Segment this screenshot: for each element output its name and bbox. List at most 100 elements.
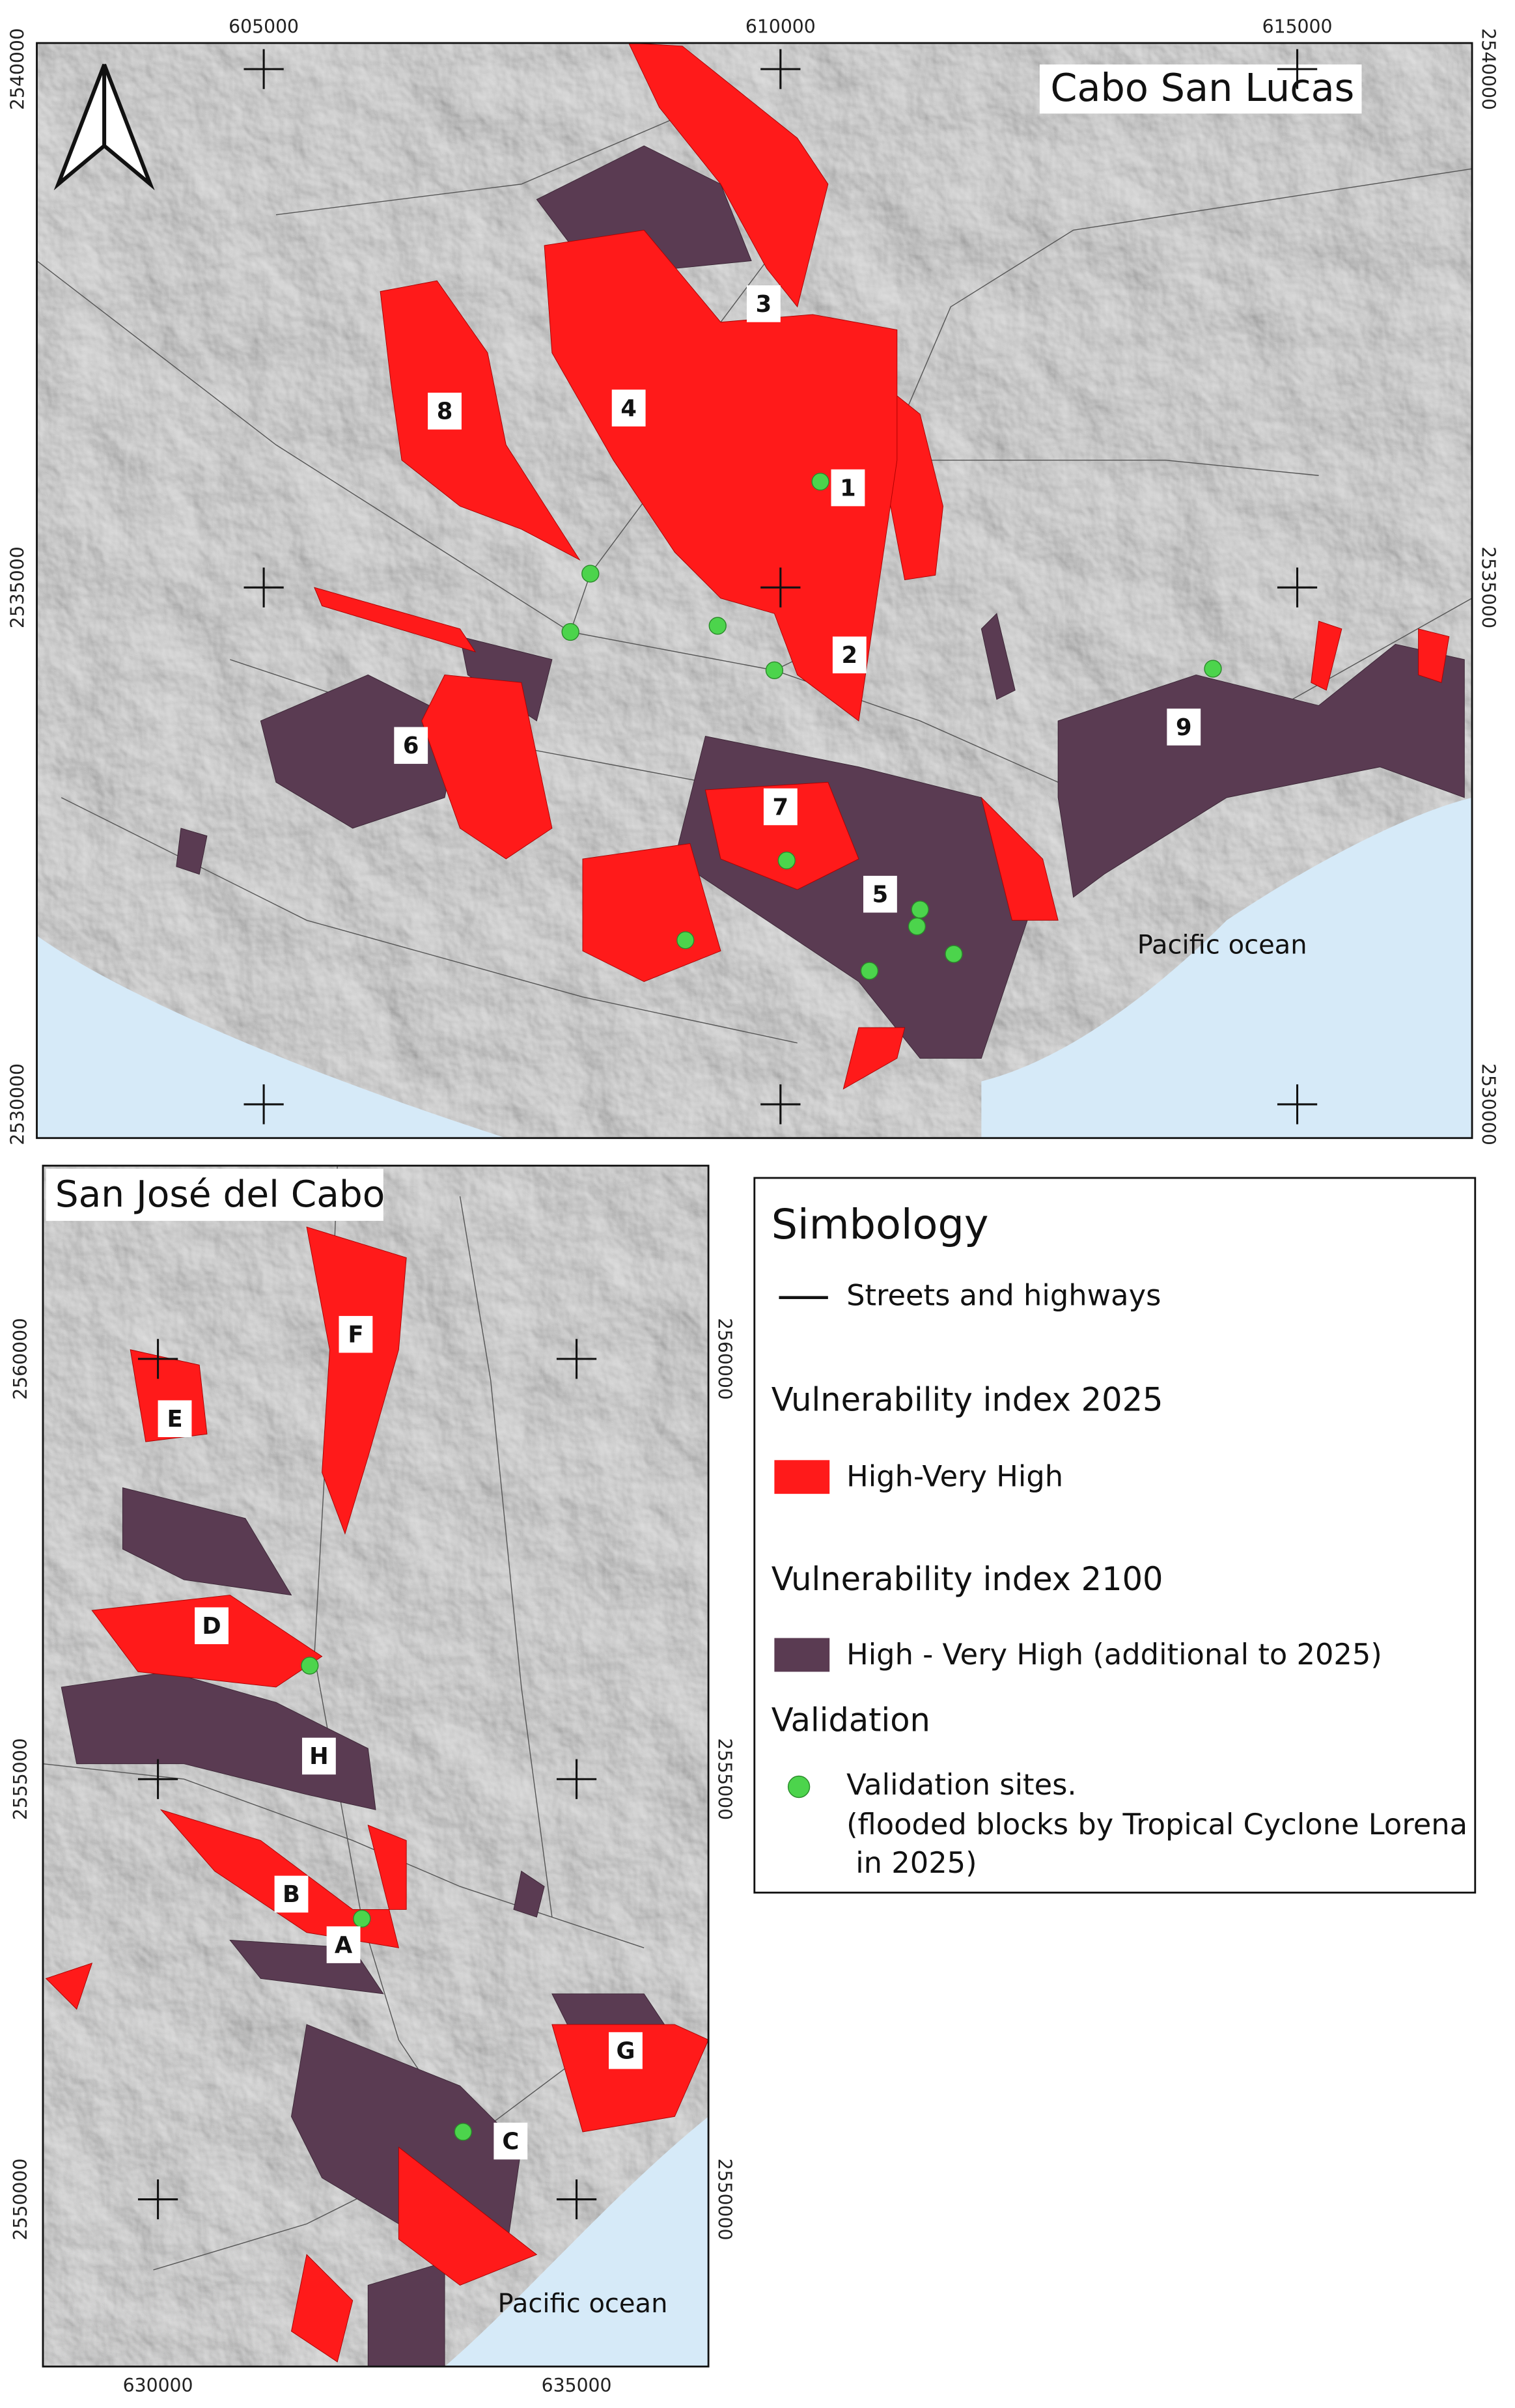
y-coordinate-label: 2560000 (714, 1318, 736, 1400)
block-2100 (1057, 643, 1465, 898)
legend-label: in 2025) (855, 1845, 977, 1880)
y-coordinate-label: 2555000 (714, 1738, 736, 1820)
validation-site (945, 945, 963, 963)
area-label: 1 (840, 475, 856, 501)
dot-symbol (787, 1775, 811, 1799)
validation-site (454, 2123, 472, 2141)
street (459, 1196, 553, 1918)
north-arrow (53, 63, 155, 191)
label-box (832, 636, 867, 674)
validation-site (561, 623, 579, 641)
block-2025 (544, 229, 898, 721)
legend-heading: Validation (771, 1701, 930, 1739)
block-2100 (513, 1870, 545, 1918)
legend-label: Validation sites. (846, 1767, 1077, 1802)
legend-label: Streets and highways (846, 1278, 1161, 1313)
block-2025 (306, 1226, 407, 1535)
area-label: 5 (872, 882, 889, 908)
map-frame (42, 1164, 710, 2368)
area-label: 6 (403, 733, 419, 759)
label-box (763, 788, 798, 826)
legend-heading: Vulnerability index 2100 (771, 1560, 1163, 1598)
block-2025 (704, 781, 859, 890)
y-coordinate-label: 2540000 (7, 28, 28, 110)
label-box (609, 2032, 643, 2069)
map-frame (36, 42, 1473, 1140)
area-label: 8 (437, 399, 453, 425)
area-label: C (502, 2128, 519, 2155)
y-coordinate-label: 2550000 (10, 2159, 31, 2241)
validation-site (811, 473, 829, 491)
x-coordinate-label: 630000 (123, 2375, 193, 2396)
validation-site (353, 1909, 371, 1928)
area-label: H (309, 1743, 329, 1770)
label-box (747, 285, 781, 322)
ocean (36, 935, 507, 1138)
vulnerability-2025 (45, 1226, 709, 2362)
label-box (274, 1875, 309, 1913)
area-label: D (202, 1613, 221, 1640)
y-coordinate-label: 2535000 (1478, 546, 1499, 628)
ocean-label: Pacific ocean (498, 2289, 668, 2319)
block-2025 (1311, 621, 1342, 691)
block-2025 (1418, 628, 1450, 683)
y-coordinate-label: 2560000 (10, 1318, 31, 1400)
red-swatch (774, 1460, 830, 1494)
block-2025 (45, 1963, 93, 2010)
label-box (1167, 708, 1201, 746)
block-2025 (842, 1027, 906, 1090)
area-label: G (616, 2037, 635, 2064)
block-2025 (980, 796, 1059, 921)
block-2025 (628, 43, 829, 308)
title-box (46, 1168, 383, 1221)
map-title: San José del Cabo (55, 1173, 385, 1216)
block-2025 (398, 2146, 538, 2286)
area-label: 9 (1176, 714, 1192, 741)
area-label: B (283, 1881, 300, 1908)
legend: Simbology Streets and highways Vulnerabi… (753, 1177, 1477, 1894)
block-2100 (367, 2261, 445, 2367)
label-box (611, 389, 646, 427)
block-2100 (122, 1487, 292, 1596)
annotations: 605000 610000 615000 2540000 2540000 2535000 2… (7, 16, 1499, 2396)
shape (102, 63, 155, 191)
block-2025 (290, 2254, 354, 2362)
area-label: 2 (842, 642, 858, 669)
label-box (158, 1400, 192, 1437)
validation-sites (561, 473, 1222, 980)
area-label: 7 (773, 794, 789, 820)
y-coordinate-label: 2530000 (1478, 1063, 1499, 1145)
label-box (831, 469, 865, 507)
area-label: E (167, 1406, 182, 1433)
area-label: 3 (756, 291, 772, 318)
validation-site (1204, 660, 1222, 678)
map-top (36, 43, 1473, 1138)
block-2025 (551, 2024, 709, 2133)
map-bottom (42, 1166, 709, 2367)
validation-site (860, 962, 879, 980)
street (920, 459, 1319, 476)
area-label: F (348, 1322, 363, 1349)
legend-label: High-Very High (846, 1459, 1063, 1494)
y-coordinate-label: 2540000 (1478, 28, 1499, 110)
vulnerability-2025 (314, 43, 1450, 1090)
label-box (394, 727, 428, 764)
validation-site (765, 661, 784, 680)
block-2100 (260, 674, 461, 829)
purple-swatch (774, 1638, 830, 1672)
legend-title: Simbology (771, 1200, 989, 1248)
validation-site (581, 565, 600, 583)
legend-heading: Vulnerability index 2025 (771, 1380, 1163, 1418)
x-coordinate-label: 635000 (542, 2375, 612, 2396)
x-coordinate-label: 605000 (229, 16, 299, 38)
area-label: A (335, 1932, 353, 1959)
validation-site (777, 851, 796, 870)
ocean (981, 797, 1473, 1138)
legend-label: High - Very High (additional to 2025) (846, 1637, 1382, 1672)
label-box (493, 2122, 528, 2160)
block-2025 (421, 674, 553, 860)
map-title: Cabo San Lucas (1050, 65, 1354, 110)
block-2100 (176, 828, 208, 875)
